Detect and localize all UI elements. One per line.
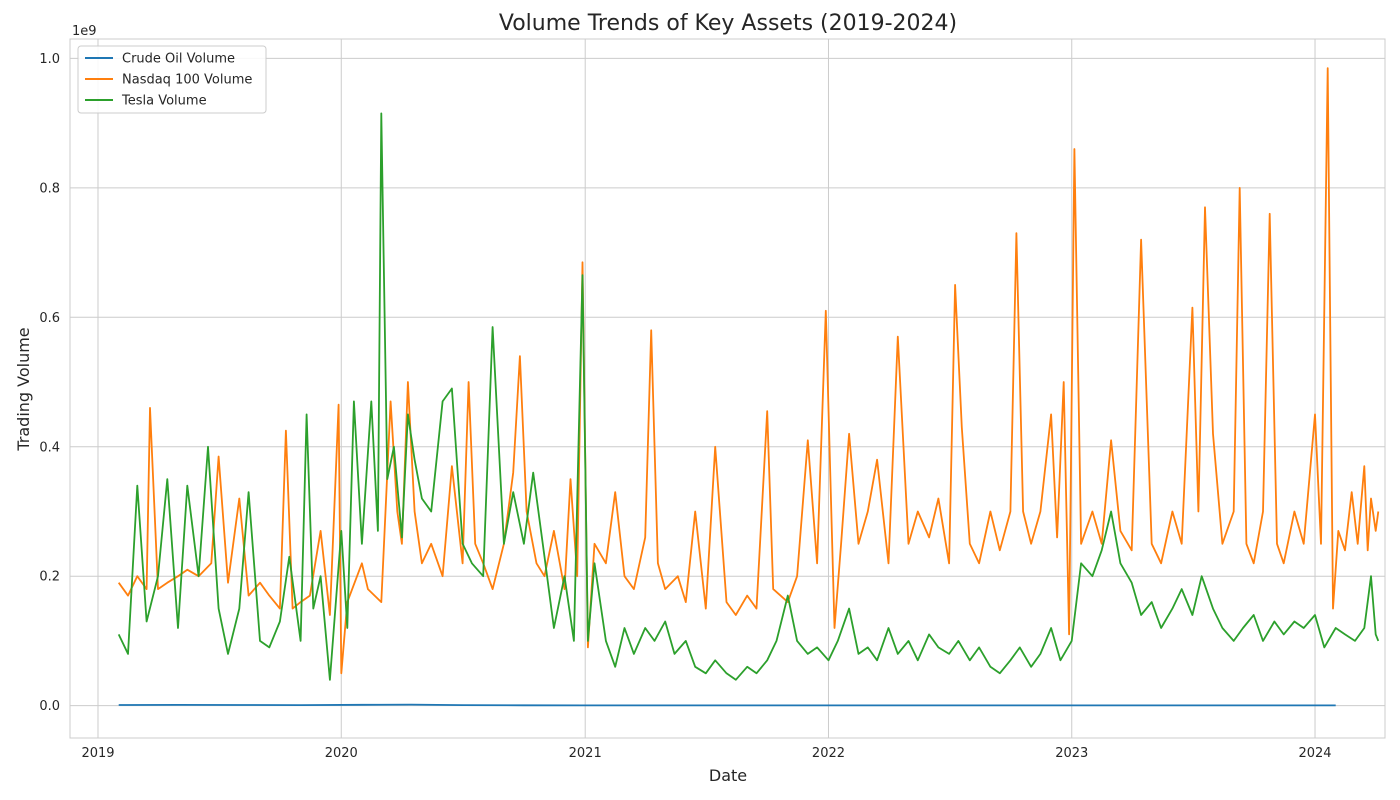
y-tick-label: 0.4 <box>39 440 60 455</box>
y-tick-label: 0.0 <box>39 699 60 714</box>
y-axis-label: Trading Volume <box>14 327 33 451</box>
x-tick-label: 2019 <box>81 746 114 761</box>
legend-label: Nasdaq 100 Volume <box>122 73 252 88</box>
x-axis-label: Date <box>709 766 747 785</box>
legend-label: Tesla Volume <box>121 94 207 109</box>
y-tick-label: 0.8 <box>39 181 60 196</box>
y-axis-scale-label: 1e9 <box>72 24 97 39</box>
x-tick-label: 2023 <box>1055 746 1088 761</box>
x-tick-label: 2020 <box>325 746 358 761</box>
y-axis-ticks: 0.0 0.2 0.4 0.6 0.8 1.0 <box>39 52 60 714</box>
y-tick-label: 0.2 <box>39 570 60 585</box>
series-lines <box>117 67 1380 707</box>
legend: Crude Oil Volume Nasdaq 100 Volume Tesla V… <box>77 45 267 114</box>
x-tick-label: 2022 <box>812 746 845 761</box>
x-axis-ticks: 2019 2020 2021 2022 2023 2024 <box>81 746 1331 761</box>
legend-label: Crude Oil Volume <box>122 52 235 67</box>
series-line-2 <box>117 112 1380 681</box>
series-line-0 <box>118 703 1336 707</box>
chart-title: Volume Trends of Key Assets (2019-2024) <box>499 11 957 36</box>
y-tick-label: 1.0 <box>39 52 60 67</box>
legend-box <box>77 45 267 114</box>
x-tick-label: 2024 <box>1298 746 1331 761</box>
series-line-1 <box>117 67 1380 675</box>
plot-frame <box>69 38 1386 739</box>
grid-lines <box>70 39 1385 738</box>
x-tick-label: 2021 <box>569 746 602 761</box>
y-tick-label: 0.6 <box>39 311 60 326</box>
